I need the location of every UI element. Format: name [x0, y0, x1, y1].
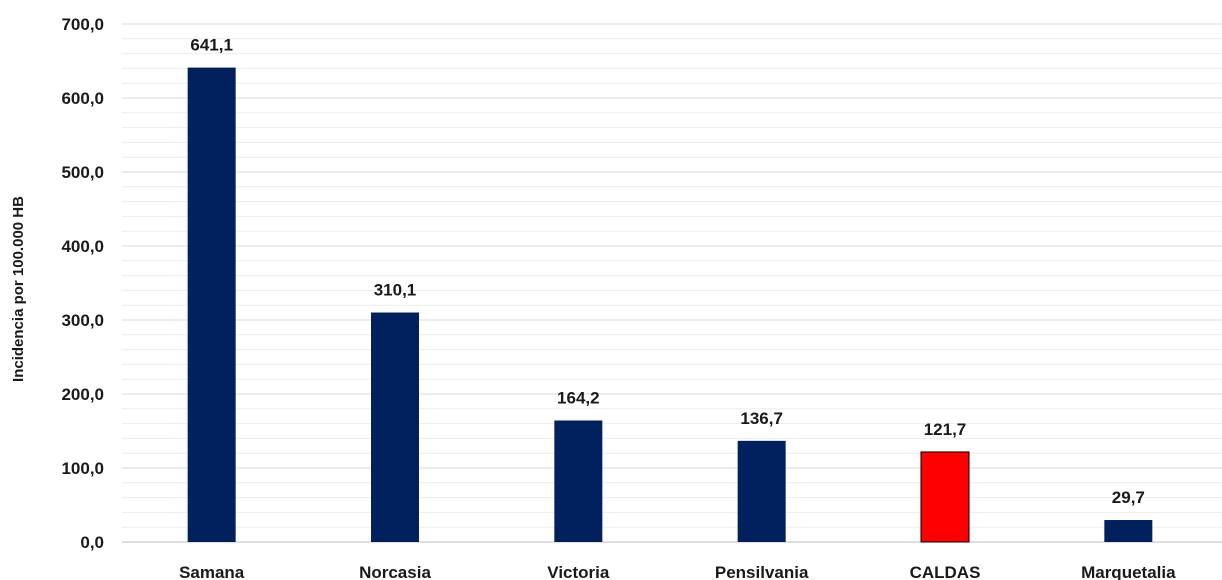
- y-tick-label: 300,0: [61, 311, 104, 330]
- x-category-label: CALDAS: [910, 563, 981, 580]
- bar-pensilvania: [738, 441, 786, 542]
- bar-norcasia: [371, 313, 419, 542]
- x-category-label: Norcasia: [359, 563, 431, 580]
- bar-marquetalia: [1104, 520, 1152, 542]
- y-tick-label: 100,0: [61, 459, 104, 478]
- data-label: 310,1: [374, 281, 417, 300]
- y-tick-label: 200,0: [61, 385, 104, 404]
- y-tick-label: 0,0: [80, 533, 104, 552]
- data-label: 136,7: [740, 409, 783, 428]
- x-category-label: Samana: [179, 563, 245, 580]
- x-category-label: Victoria: [547, 563, 610, 580]
- y-tick-label: 500,0: [61, 163, 104, 182]
- bar-caldas: [921, 452, 969, 542]
- data-label: 164,2: [557, 388, 600, 407]
- data-label: 641,1: [190, 36, 233, 55]
- y-tick-label: 700,0: [61, 15, 104, 34]
- bar-victoria: [554, 420, 602, 542]
- data-label: 29,7: [1112, 488, 1145, 507]
- data-label: 121,7: [924, 420, 967, 439]
- bar-samana: [188, 68, 236, 542]
- y-tick-label: 600,0: [61, 89, 104, 108]
- x-category-label: Marquetalia: [1081, 563, 1176, 580]
- y-tick-label: 400,0: [61, 237, 104, 256]
- y-axis-title: Incidencia por 100.000 HB: [10, 196, 27, 382]
- x-category-label: Pensilvania: [715, 563, 809, 580]
